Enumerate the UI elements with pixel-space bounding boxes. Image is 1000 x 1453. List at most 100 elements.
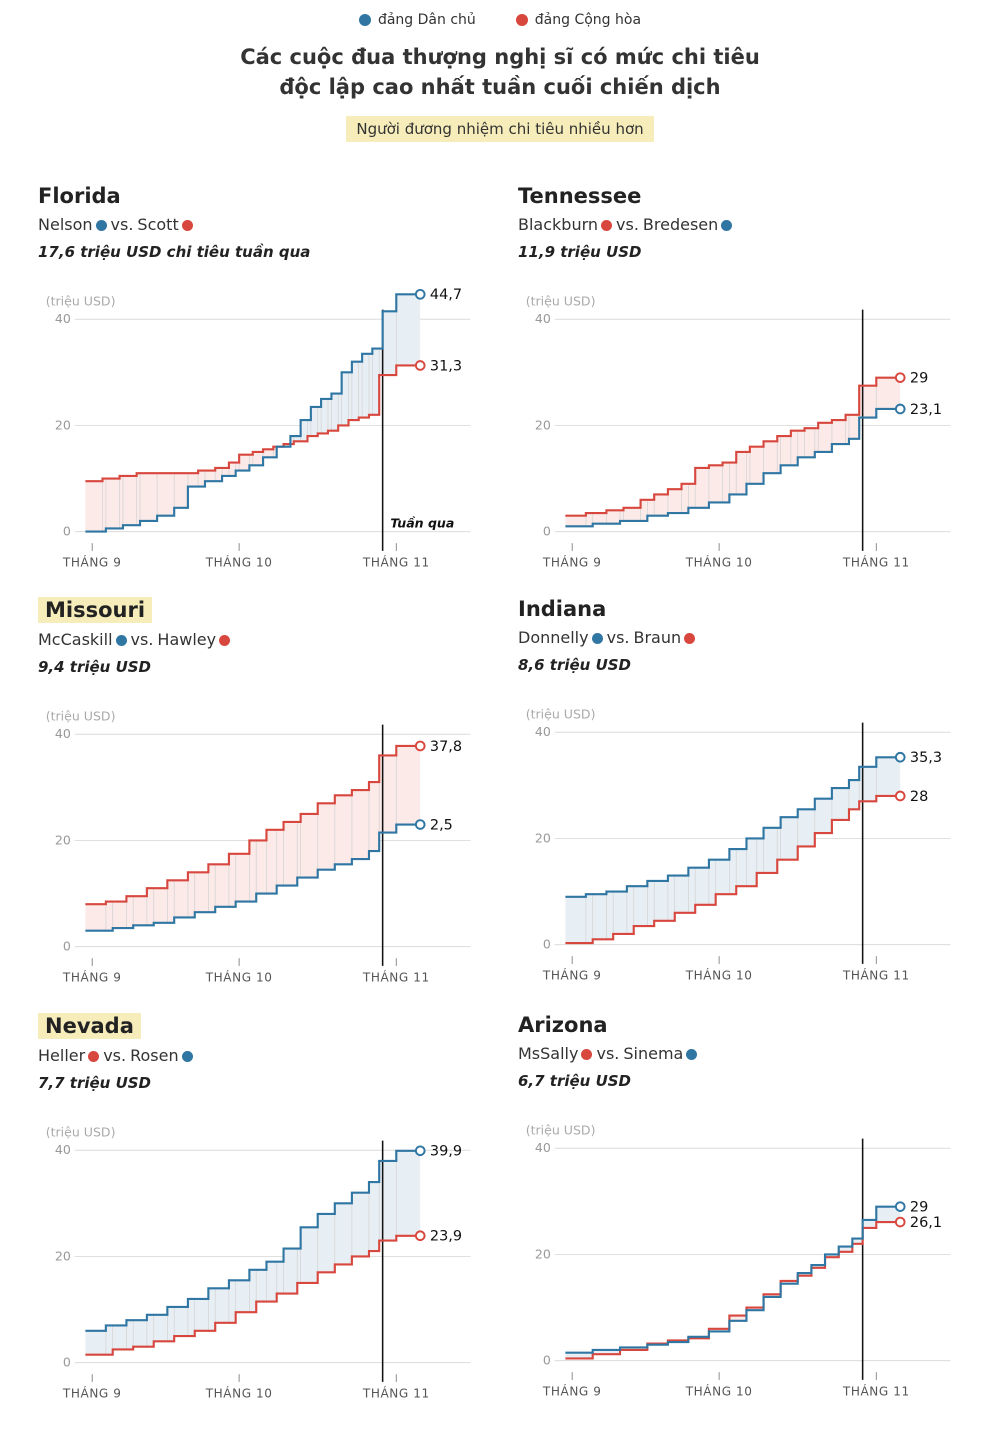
title-line-1: Các cuộc đua thượng nghị sĩ có mức chi t…	[240, 45, 760, 69]
dem-end-marker	[414, 1145, 426, 1157]
rep-end-value: 28	[910, 789, 928, 805]
chart-panel-florida: Florida Nelson vs. Scott 17,6 triệu USD ch…	[38, 184, 482, 590]
spending-step-chart: 0 20 40 (triệu USD) 28 35,3 THÁNG 9 THÁNG 10 THÁ…	[526, 707, 951, 983]
x-tick-label: THÁNG 11	[842, 968, 910, 983]
y-tick-label: 20	[55, 417, 71, 432]
rep-end-value: 29	[910, 370, 928, 386]
unit-label: (triệu USD)	[526, 294, 596, 309]
x-tick-label: THÁNG 10	[685, 968, 753, 983]
legend-republican-label: đảng Cộng hòa	[534, 12, 642, 28]
y-tick-label: 40	[535, 311, 551, 326]
dem-end-marker	[894, 1201, 906, 1212]
candidate2-dot-icon	[686, 1048, 698, 1060]
candidate1-name: Nelson	[38, 214, 93, 234]
x-tick-label: THÁNG 11	[842, 554, 910, 569]
rep-end-value: 26,1	[910, 1215, 942, 1231]
spending-step-chart: 0 20 40 (triệu USD) 23,1 29 THÁNG 9 THÁNG 10 THÁ…	[526, 294, 951, 569]
x-tick-label: THÁNG 9	[62, 554, 122, 569]
candidate1-dot-icon	[601, 219, 613, 231]
spend-label: 8,6 triệu USD	[518, 656, 632, 675]
candidate1-dot-icon	[95, 219, 107, 231]
matchup: Heller vs. Rosen	[38, 1046, 482, 1065]
y-tick-label: 0	[63, 939, 71, 954]
matchup: Blackburn vs. Bredesen	[518, 215, 962, 234]
unit-label: (triệu USD)	[526, 707, 596, 722]
matchup: Donnelly vs. Braun	[518, 628, 962, 647]
state-name: Indiana	[518, 597, 607, 622]
vs-label: vs.	[616, 214, 639, 234]
gridlines	[554, 318, 951, 532]
chart-panel-missouri: Missouri McCaskill vs. Hawley 9,4 triệu US…	[38, 597, 482, 1005]
between-fill	[565, 377, 901, 527]
spend-label: 17,6 triệu USD chi tiêu tuần qua	[38, 242, 311, 261]
rep-series-line	[85, 1234, 421, 1356]
candidate2-dot-icon	[684, 633, 696, 645]
rep-series-line	[565, 1220, 901, 1360]
between-fill	[565, 1206, 901, 1359]
dem-end-value: 29	[910, 1199, 928, 1215]
y-tick-label: 20	[535, 1246, 551, 1261]
state-name: Missouri	[38, 597, 153, 624]
y-tick-label: 20	[535, 831, 551, 846]
rep-end-value: 37,8	[430, 739, 462, 755]
rep-series-line	[85, 745, 421, 906]
step-risers	[585, 377, 877, 527]
candidate1-name: MsSally	[518, 1043, 579, 1063]
candidate2-dot-icon	[181, 1050, 193, 1062]
between-fill	[85, 294, 421, 532]
y-tick-label: 40	[55, 311, 71, 326]
rep-end-marker	[414, 741, 426, 752]
dem-end-value: 23,1	[910, 402, 942, 418]
legend: đảng Dân chủ đảng Cộng hòa	[38, 10, 962, 28]
y-tick-label: 0	[543, 523, 551, 538]
candidate2-name: Hawley	[157, 630, 217, 650]
unit-label: (triệu USD)	[46, 1125, 116, 1140]
candidate1-name: Heller	[38, 1045, 86, 1065]
step-risers	[105, 746, 397, 932]
x-tick-label: THÁNG 10	[685, 1383, 753, 1398]
y-tick-label: 40	[55, 727, 71, 742]
unit-label: (triệu USD)	[526, 1123, 596, 1138]
x-tick-label: THÁNG 9	[542, 968, 602, 983]
candidate1-name: Blackburn	[518, 214, 599, 234]
x-tick-label: THÁNG 10	[205, 554, 273, 569]
legend-democrat-label: đảng Dân chủ	[377, 12, 476, 28]
spend-label: 7,7 triệu USD	[38, 1073, 152, 1092]
x-tick-label: THÁNG 9	[542, 1383, 602, 1398]
chart-panel-arizona: Arizona MsSally vs. Sinema 6,7 triệu USD 0…	[518, 1013, 962, 1421]
x-tick-label: THÁNG 9	[542, 554, 602, 569]
state-name: Arizona	[518, 1012, 608, 1037]
dem-end-value: 39,9	[430, 1144, 462, 1160]
candidate2-name: Scott	[137, 214, 179, 234]
unit-label: (triệu USD)	[46, 709, 116, 724]
y-tick-label: 0	[543, 1352, 551, 1367]
x-tick-label: THÁNG 11	[362, 1385, 430, 1400]
vs-label: vs.	[110, 214, 134, 234]
candidate1-dot-icon	[581, 1048, 593, 1060]
candidate2-name: Rosen	[130, 1045, 179, 1065]
vs-label: vs.	[596, 1043, 620, 1063]
rep-end-marker	[894, 791, 906, 802]
dem-series-line	[85, 1149, 421, 1332]
matchup: McCaskill vs. Hawley	[38, 630, 482, 649]
vs-label: vs.	[130, 630, 154, 650]
spending-step-chart: 0 20 40 (triệu USD) 26,129 THÁNG 9 THÁNG 10 THÁ…	[526, 1123, 951, 1398]
candidate2-dot-icon	[721, 219, 733, 231]
y-tick-label: 0	[543, 937, 551, 952]
spending-step-chart: 0 20 40 (triệu USD) 31,3 44,7 THÁNG 9 THÁNG 10 T…	[46, 287, 471, 569]
y-tick-label: 0	[63, 523, 71, 538]
y-tick-label: 20	[535, 417, 551, 432]
chart-panel-nevada: Nevada Heller vs. Rosen 7,7 triệu USD 0 20 4…	[38, 1012, 482, 1421]
state-name: Nevada	[38, 1012, 141, 1039]
y-tick-label: 40	[535, 1140, 551, 1155]
legend-item-democrat: đảng Dân chủ	[358, 12, 476, 28]
dem-end-marker	[414, 288, 426, 300]
dem-end-value: 44,7	[430, 287, 462, 303]
dem-end-marker	[414, 819, 426, 831]
subtitle-wrap: Người đương nhiệm chi tiêu nhiều hơn	[38, 115, 962, 142]
candidate2-dot-icon	[181, 219, 193, 231]
step-risers	[592, 1206, 877, 1355]
candidate2-name: Bredesen	[642, 214, 719, 234]
candidate1-dot-icon	[591, 633, 603, 645]
chart-panel-tennessee: Tennessee Blackburn vs. Bredesen 11,9 triệ…	[518, 184, 962, 590]
